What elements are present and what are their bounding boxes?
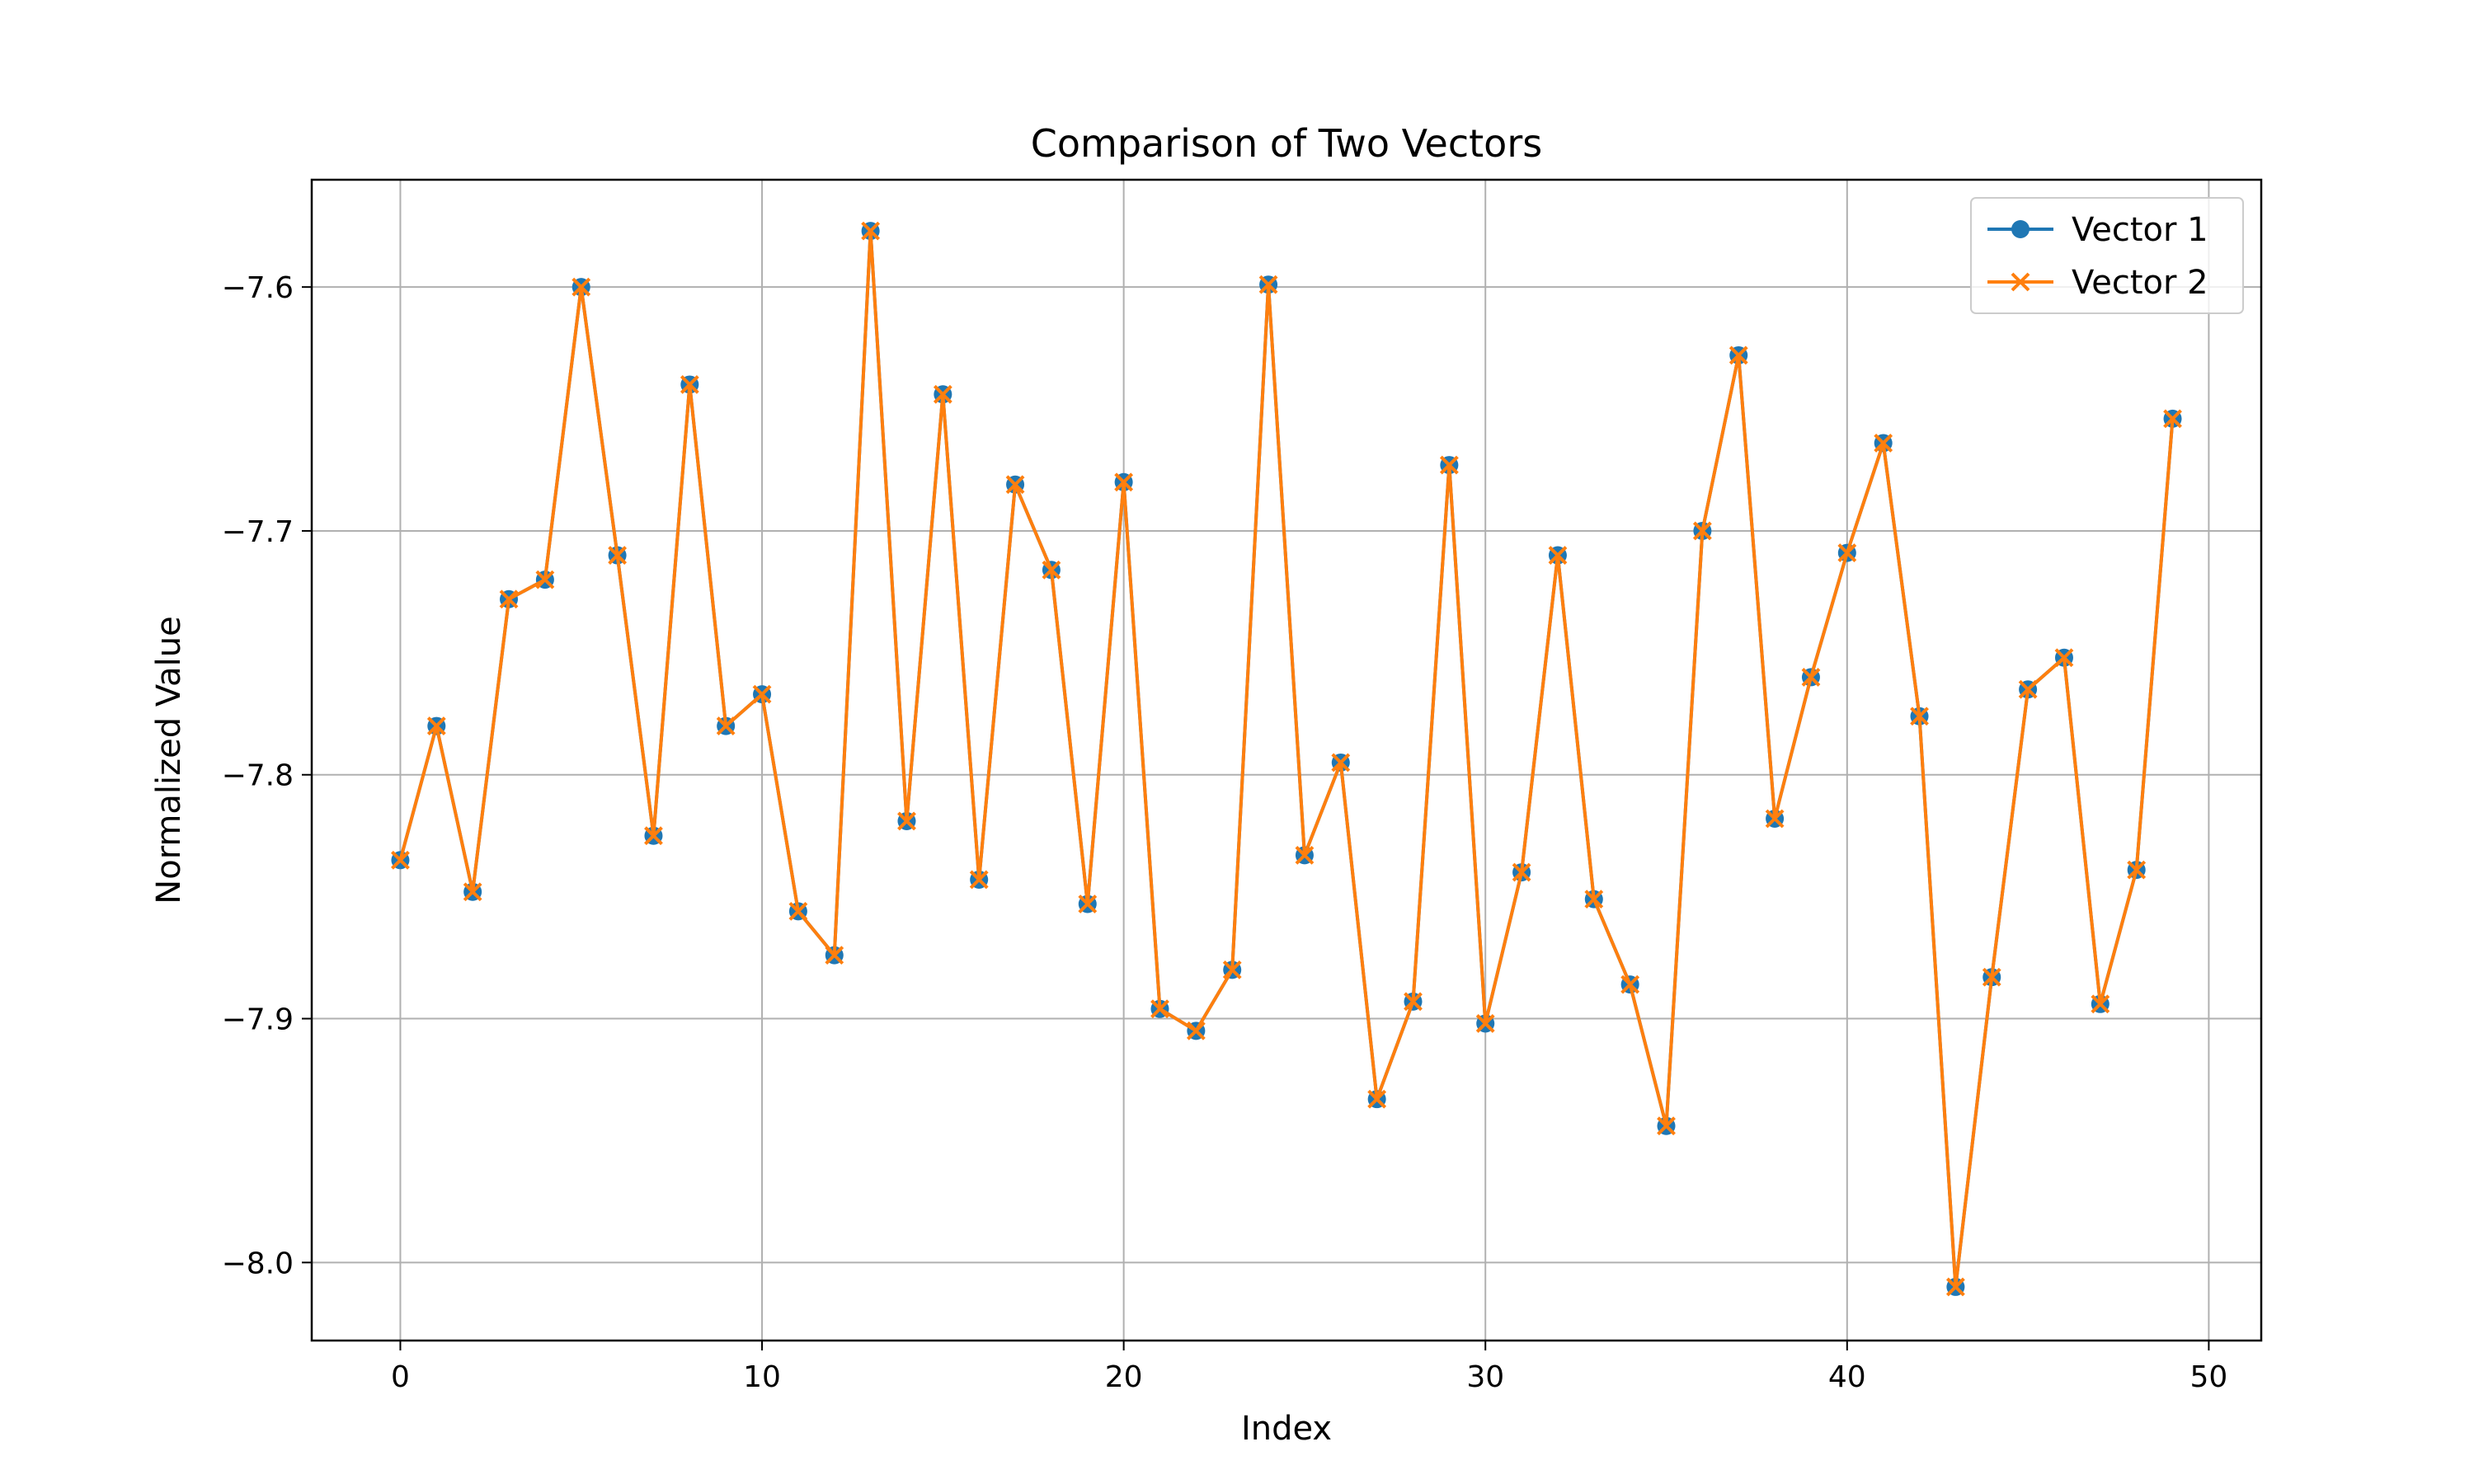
data-point: [1404, 992, 1423, 1012]
data-point: [825, 946, 844, 965]
data-point: [1114, 472, 1134, 492]
data-point: [1729, 345, 1748, 365]
data-point: [499, 589, 519, 609]
data-series: [391, 221, 2182, 1297]
data-point: [861, 221, 881, 241]
data-point: [1512, 862, 1531, 882]
data-point: [1801, 668, 1821, 687]
legend-entries: Vector 1 Vector 2: [1987, 211, 2208, 302]
data-point: [2163, 409, 2182, 429]
legend-box: [1970, 197, 2244, 314]
data-point: [1042, 560, 1061, 580]
x-tick-label: 40: [1828, 1360, 1866, 1394]
y-tick-label: −7.6: [222, 271, 294, 305]
data-point: [644, 826, 663, 846]
x-tick-label: 50: [2189, 1360, 2227, 1394]
grid-lines: [312, 180, 2261, 1341]
data-point: [1548, 546, 1568, 565]
data-point: [1475, 1014, 1495, 1033]
data-point: [2127, 860, 2147, 880]
series-2: [391, 221, 2182, 1297]
legend: Vector 1 Vector 2: [1970, 197, 2244, 314]
chart-title: Comparison of Two Vectors: [1031, 121, 1542, 166]
x-tick-label: 10: [743, 1360, 781, 1394]
data-point: [535, 570, 555, 589]
data-point: [2018, 679, 2038, 699]
axis-ticks: 0 10 20 30 40 50 −7.6 −7.7 −7.8 −7.9 −8.0: [222, 271, 2228, 1394]
y-tick-label: −7.7: [222, 515, 294, 549]
data-point: [1620, 974, 1640, 994]
data-point: [1692, 521, 1712, 541]
legend-label: Vector 1: [2072, 211, 2208, 249]
data-point: [463, 882, 482, 902]
data-point: [1186, 1021, 1206, 1040]
x-axis-label: Index: [1241, 1410, 1332, 1448]
data-point: [426, 716, 446, 736]
data-point: [571, 277, 591, 297]
x-tick-label: 30: [1466, 1360, 1504, 1394]
data-point: [1657, 1116, 1676, 1136]
data-point: [969, 870, 989, 890]
data-point: [1910, 707, 1929, 726]
y-axis-label: Normalized Value: [150, 616, 188, 904]
plot-frame: [310, 178, 2263, 1342]
data-point: [716, 716, 736, 736]
y-tick-label: −7.9: [222, 1003, 294, 1037]
y-tick-label: −8.0: [222, 1247, 294, 1280]
data-point: [680, 375, 699, 394]
data-point: [2091, 994, 2110, 1014]
data-point: [933, 384, 952, 404]
legend-marker: [2011, 272, 2030, 292]
legend-label: Vector 2: [2072, 264, 2208, 302]
data-point: [1295, 845, 1315, 865]
data-point: [1765, 809, 1785, 829]
data-point: [1584, 890, 1604, 909]
data-point: [2054, 648, 2074, 668]
series-line: [398, 229, 2175, 1289]
x-tick-label: 0: [391, 1360, 410, 1394]
data-point: [1078, 895, 1098, 913]
data-point: [897, 811, 916, 831]
legend-entry: Vector 1: [1987, 211, 2208, 249]
data-point: [1150, 999, 1169, 1019]
data-point: [1222, 960, 1242, 979]
data-point: [1367, 1089, 1387, 1109]
data-point: [1439, 455, 1459, 475]
data-point: [752, 684, 772, 704]
y-tick-label: −7.8: [222, 759, 294, 793]
data-point: [1258, 275, 1278, 294]
data-point: [1331, 753, 1351, 773]
data-point: [608, 546, 628, 565]
x-tick-label: 20: [1105, 1360, 1143, 1394]
data-point: [1837, 543, 1857, 562]
legend-entry: Vector 2: [1987, 264, 2208, 302]
data-point: [1982, 967, 2001, 987]
data-point: [1945, 1277, 1965, 1297]
data-point: [1874, 434, 1893, 453]
data-point: [788, 901, 808, 921]
data-point: [391, 850, 410, 870]
legend-marker: [2011, 220, 2030, 238]
data-point: [1005, 475, 1025, 495]
